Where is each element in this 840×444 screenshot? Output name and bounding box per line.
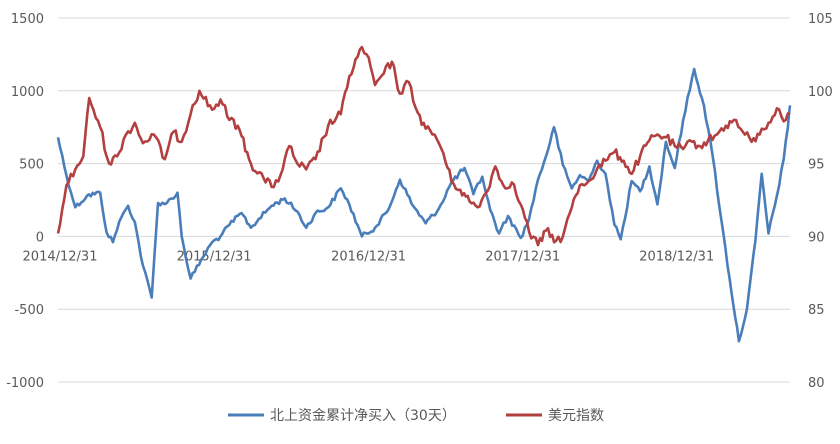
left-axis-ticks: 1500 1000 500 0 -500 -1000 <box>6 12 44 391</box>
right-tick-label: 105 <box>808 12 833 27</box>
legend: 北上资金累计净买入（30天） 美元指数 <box>228 408 604 424</box>
left-tick-label: 500 <box>19 158 44 173</box>
x-tick-label: 2016/12/31 <box>331 249 406 264</box>
left-tick-label: -1000 <box>6 376 44 391</box>
left-tick-label: 1000 <box>11 85 44 100</box>
left-tick-label: -500 <box>14 303 44 318</box>
series-lines <box>56 45 792 343</box>
x-axis-ticks: 2014/12/31 2015/12/31 2016/12/31 2017/12/31… <box>23 249 715 264</box>
left-tick-label: 0 <box>36 230 44 245</box>
x-tick-label: 2014/12/31 <box>23 249 98 264</box>
x-tick-label: 2018/12/31 <box>639 249 714 264</box>
right-tick-label: 85 <box>808 303 825 318</box>
right-tick-label: 90 <box>808 230 825 245</box>
legend-label: 美元指数 <box>548 408 604 424</box>
right-tick-label: 95 <box>808 158 825 173</box>
dollar-index-line <box>56 45 791 247</box>
northbound-flow-line <box>56 67 792 343</box>
left-tick-label: 1500 <box>11 12 44 27</box>
right-tick-label: 80 <box>808 376 825 391</box>
legend-label: 北上资金累计净买入（30天） <box>270 408 456 424</box>
x-tick-label: 2015/12/31 <box>177 249 252 264</box>
x-tick-label: 2017/12/31 <box>485 249 560 264</box>
gridlines <box>58 17 790 383</box>
right-axis-ticks: 105 100 95 90 85 80 <box>808 12 833 391</box>
right-tick-label: 100 <box>808 85 833 100</box>
